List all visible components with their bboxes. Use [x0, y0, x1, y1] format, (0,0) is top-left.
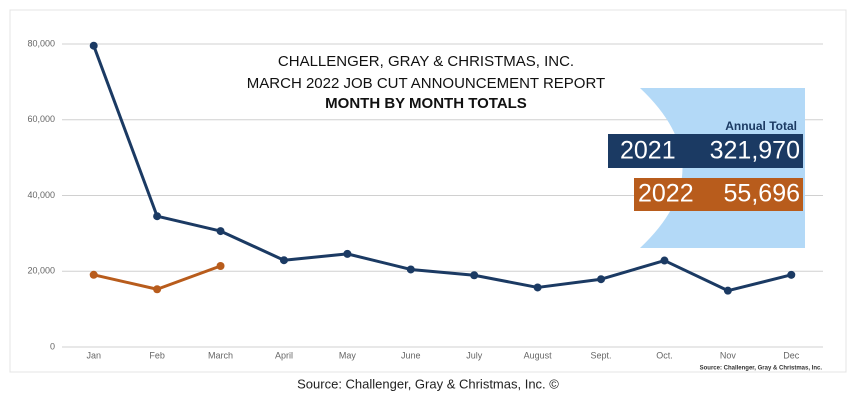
x-tick-label: Sept.	[591, 350, 612, 360]
title-line: MONTH BY MONTH TOTALS	[325, 95, 527, 112]
title-line: CHALLENGER, GRAY & CHRISTMAS, INC.	[278, 53, 574, 70]
x-tick-label: June	[401, 350, 421, 360]
total-year: 2021	[620, 137, 676, 165]
point	[89, 41, 98, 50]
y-tick-label: 0	[50, 341, 55, 351]
total-box-2022	[634, 178, 803, 211]
x-tick-label: Oct.	[656, 350, 673, 360]
x-tick-label: Nov	[720, 350, 737, 360]
footer: Source: Challenger, Gray & Christmas, In…	[297, 376, 559, 391]
x-tick-label: Feb	[149, 350, 165, 360]
total-box-2021	[608, 134, 803, 168]
x-tick-label: March	[208, 350, 233, 360]
point	[597, 275, 606, 284]
point	[406, 265, 415, 274]
series-line	[92, 45, 792, 293]
point	[787, 270, 796, 279]
point	[660, 256, 669, 265]
point	[279, 256, 288, 265]
total-year: 2022	[638, 180, 694, 208]
point	[216, 261, 225, 270]
total-value: 55,696	[724, 180, 800, 208]
point	[153, 212, 162, 221]
lines	[89, 41, 796, 295]
x-tick-label: Jan	[86, 350, 101, 360]
source-note: Source: Challenger, Gray & Christmas, In…	[700, 366, 823, 372]
x-tick-label: May	[339, 350, 357, 360]
y-tick-label: 20,000	[27, 266, 55, 276]
y-tick-label: 40,000	[27, 190, 55, 200]
point	[470, 271, 479, 280]
y-tick-label: 80,000	[27, 38, 55, 48]
point	[216, 227, 225, 236]
point	[723, 286, 732, 295]
point	[343, 249, 352, 258]
y-tick-label: 60,000	[27, 114, 55, 124]
x-tick-label: April	[275, 350, 293, 360]
total-value: 321,970	[710, 137, 800, 165]
x-tick-label: Dec	[783, 350, 800, 360]
point	[533, 283, 542, 292]
totals-label: Annual Total	[725, 119, 797, 133]
x-tick-label: July	[466, 350, 483, 360]
title-line: MARCH 2022 JOB CUT ANNOUNCEMENT REPORT	[247, 75, 605, 92]
point	[89, 270, 98, 279]
point	[153, 285, 162, 294]
x-tick-label: August	[524, 350, 553, 360]
chart-frame	[9, 9, 847, 373]
